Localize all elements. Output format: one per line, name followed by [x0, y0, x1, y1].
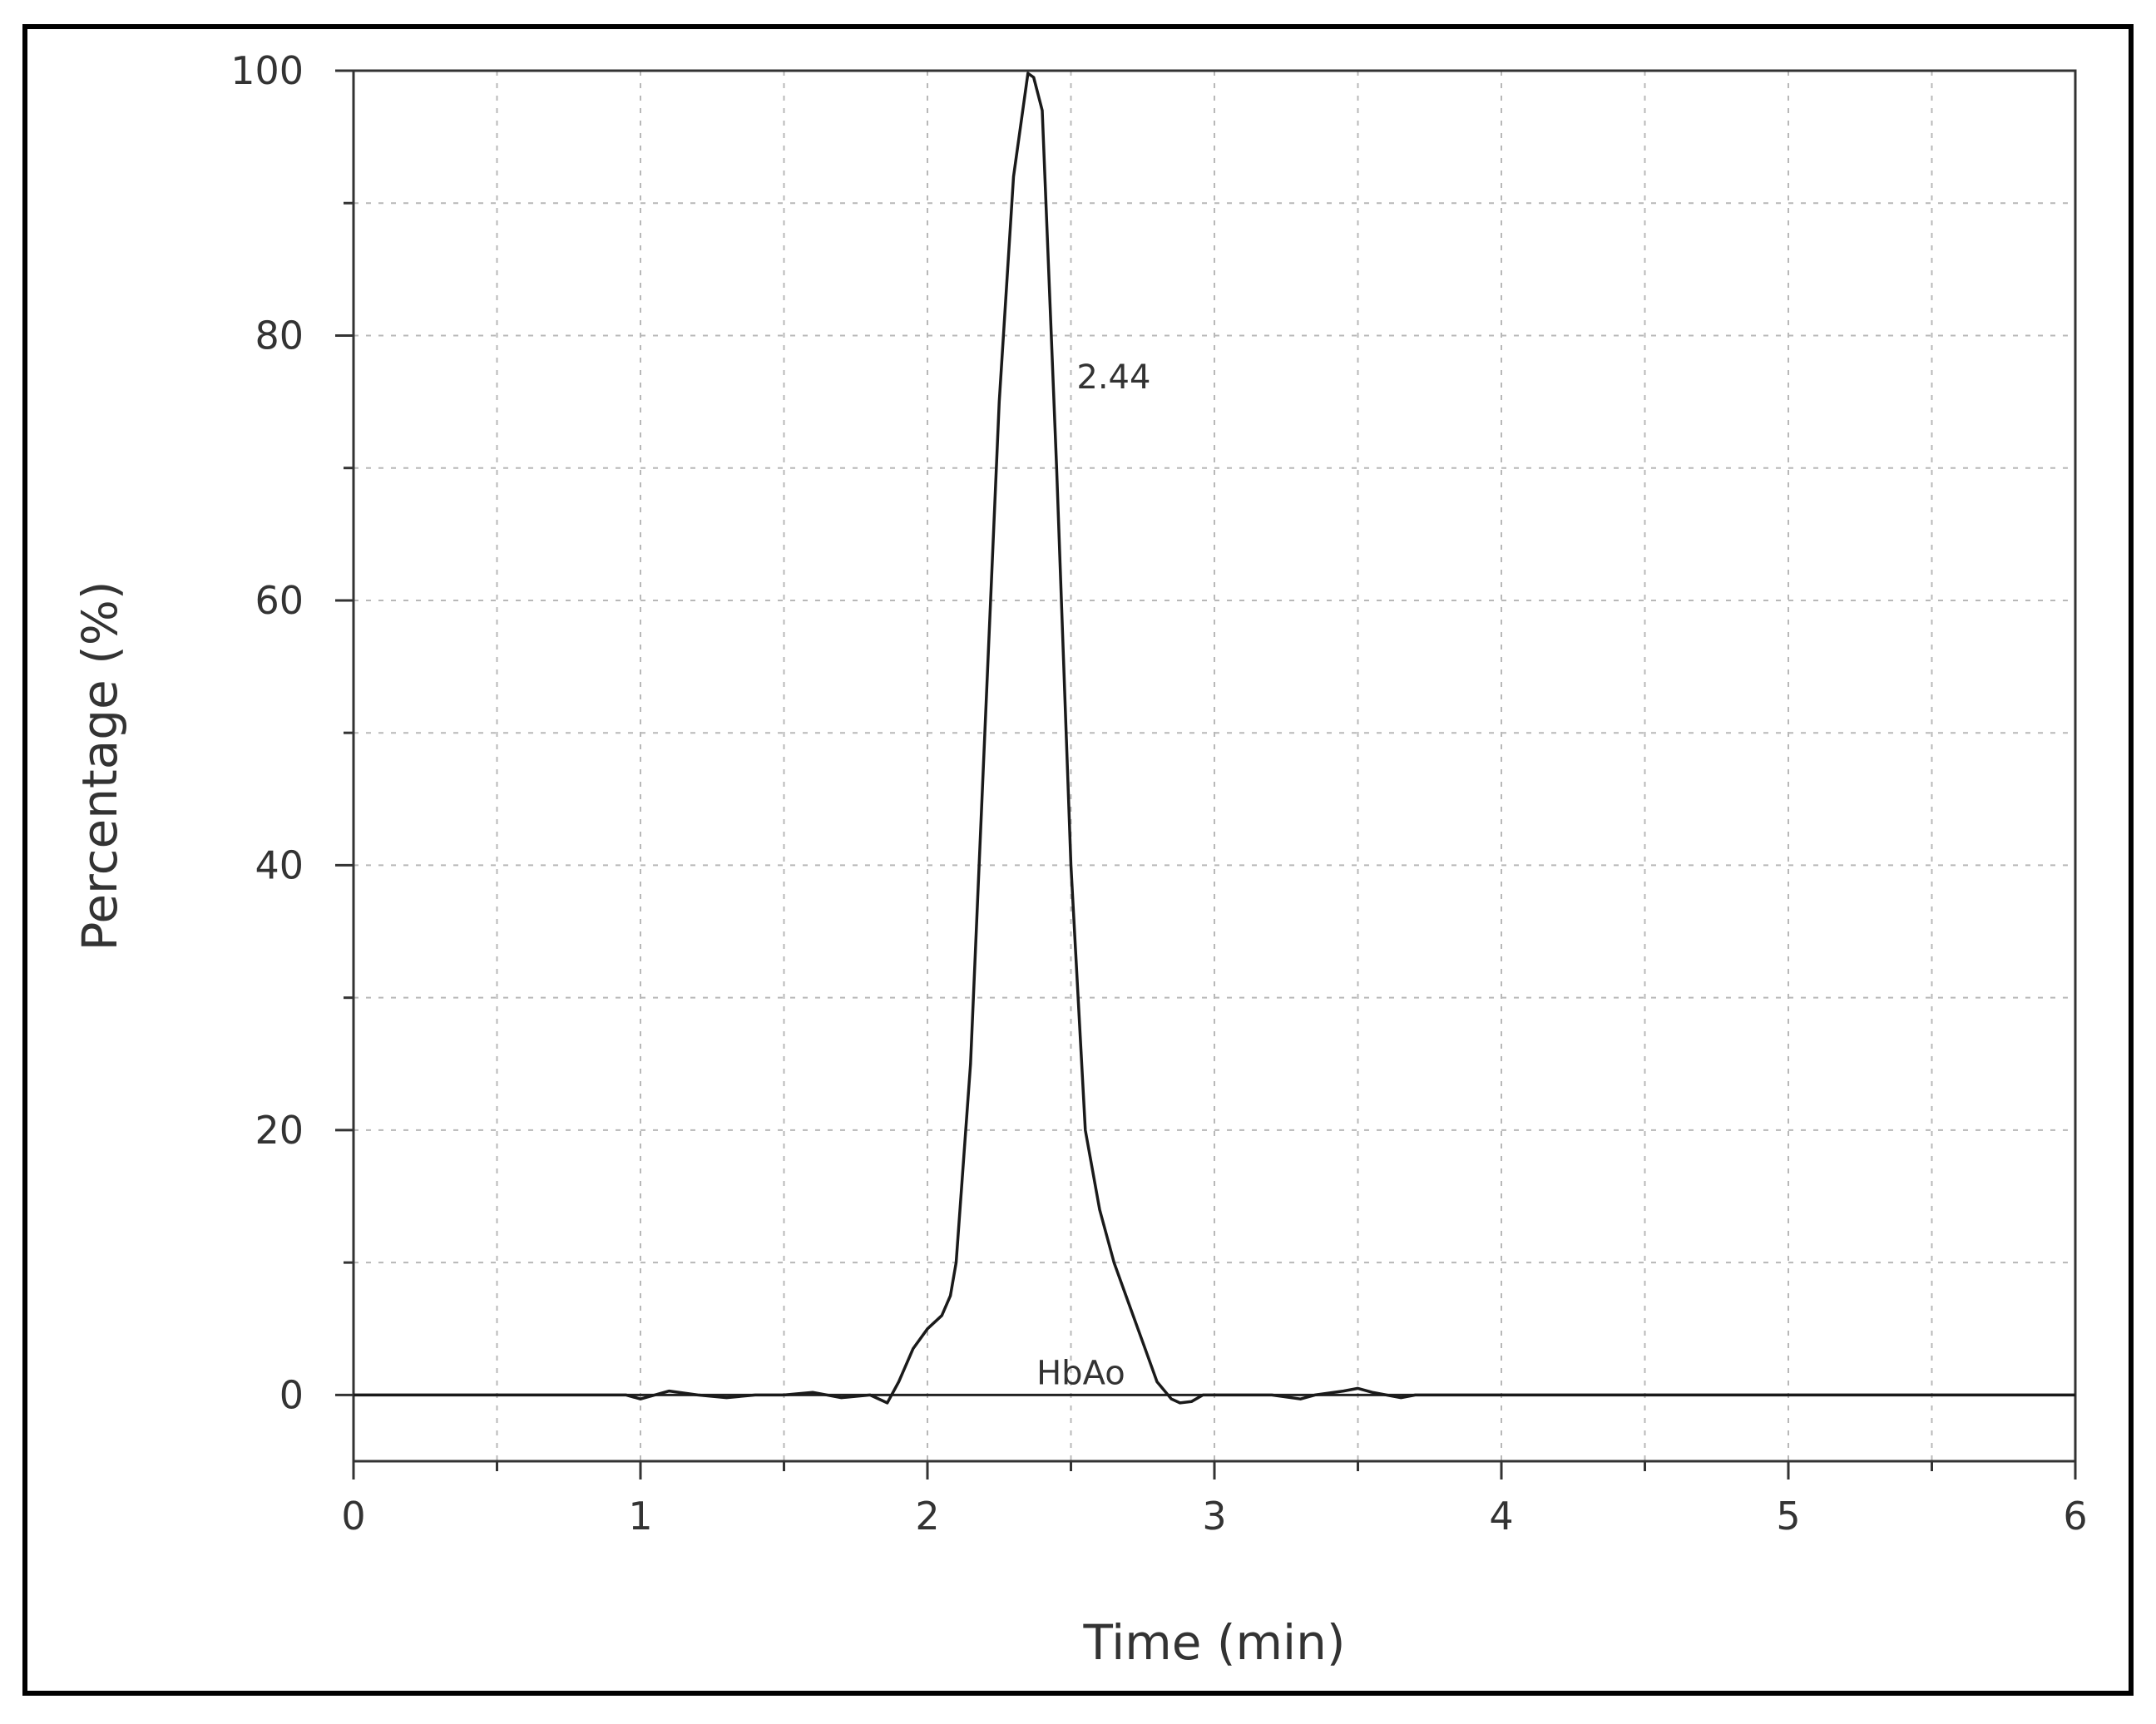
x-axis-ticks: 0 1 2 3 4 5 6	[341, 1461, 2088, 1539]
x-tick-label: 0	[341, 1494, 365, 1539]
outer-frame	[22, 24, 2134, 1696]
y-tick-label: 40	[255, 842, 304, 887]
minor-grid	[354, 71, 2075, 1461]
y-tick-label: 80	[255, 313, 304, 358]
y-axis-title: Percentage (%)	[72, 580, 128, 951]
x-tick-label: 5	[1776, 1494, 1800, 1539]
annotations: 2.44 HbAo	[1036, 358, 1150, 1392]
major-grid	[354, 71, 2075, 1461]
x-tick-label: 6	[2063, 1494, 2087, 1539]
series-layer	[354, 72, 2075, 1405]
x-tick-label: 2	[915, 1494, 939, 1539]
x-tick-label: 1	[628, 1494, 652, 1539]
series-line	[354, 72, 2075, 1405]
x-tick-label: 4	[1489, 1494, 1513, 1539]
y-axis-ticks: 0 20 40 60 80 100	[230, 48, 354, 1417]
peak-annotation: 2.44	[1076, 358, 1150, 397]
x-axis-title: Time (min)	[1082, 1614, 1345, 1671]
y-tick-label: 100	[230, 48, 304, 93]
y-tick-label: 60	[255, 578, 304, 623]
peak-annotation: HbAo	[1036, 1355, 1125, 1393]
plot-area-frame	[352, 69, 2077, 1463]
x-tick-label: 3	[1202, 1494, 1226, 1539]
y-tick-label: 0	[279, 1372, 304, 1417]
y-tick-label: 20	[255, 1108, 304, 1153]
